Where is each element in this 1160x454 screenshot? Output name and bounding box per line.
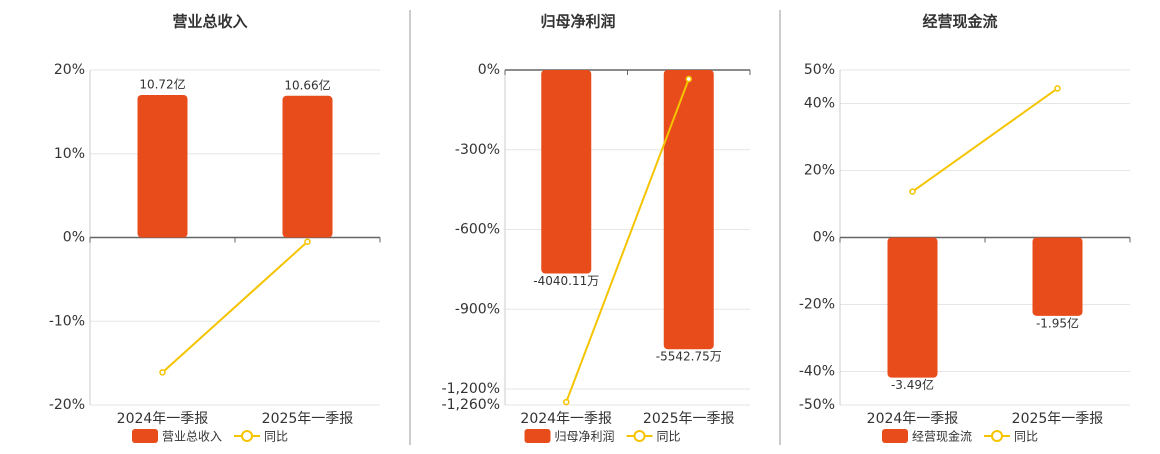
line-point	[1054, 85, 1061, 92]
bar	[887, 237, 938, 378]
y-tick-label: 10%	[54, 146, 85, 162]
line-point	[909, 188, 916, 195]
legend-label: 营业总收入	[162, 430, 222, 444]
y-tick-label: 0%	[813, 230, 835, 246]
x-tick-label: 2025年一季报	[643, 411, 735, 427]
data-label: 10.72亿	[139, 76, 185, 91]
y-tick-label: -50%	[799, 397, 835, 413]
data-label: 10.66亿	[284, 77, 330, 92]
y-tick-label: -20%	[799, 297, 835, 313]
legend-swatch	[991, 430, 1004, 442]
x-tick-label: 2024年一季报	[117, 411, 209, 427]
legend-label: 经营现金流	[912, 429, 972, 444]
y-tick-label: 20%	[54, 62, 85, 78]
y-tick-label: -40%	[799, 364, 835, 380]
chart-title: 营业总收入	[172, 13, 247, 31]
bar	[541, 70, 592, 274]
y-tick-label: 20%	[804, 163, 835, 179]
y-tick-label: 50%	[804, 62, 835, 78]
y-tick-label: -300%	[455, 142, 500, 158]
data-label: -5542.75万	[656, 350, 722, 364]
legend-label: 同比	[264, 430, 288, 444]
y-tick-label: -600%	[455, 222, 500, 238]
line-point	[159, 369, 166, 376]
legend-swatch	[633, 430, 646, 442]
x-tick-label: 2025年一季报	[262, 411, 354, 427]
line	[911, 87, 1059, 193]
line-point	[563, 398, 570, 406]
y-tick-label: 0%	[63, 230, 85, 246]
legend-swatch	[132, 429, 158, 443]
x-tick-label: 2024年一季报	[520, 411, 612, 427]
x-tick-label: 2025年一季报	[1012, 411, 1104, 427]
y-tick-label: -1,260%	[442, 397, 500, 413]
legend-swatch	[882, 429, 908, 443]
y-tick-label: -10%	[49, 313, 85, 329]
chart-title: 归母净利润	[540, 13, 615, 31]
y-tick-label: -20%	[49, 397, 85, 413]
y-tick-label: 40%	[804, 96, 835, 112]
y-tick-label: -900%	[455, 301, 500, 317]
data-label: -1.95亿	[1036, 315, 1079, 330]
chart-title: 经营现金流	[922, 13, 997, 31]
data-label: -3.49亿	[891, 377, 934, 392]
legend-label: 归母净利润	[555, 430, 615, 444]
line	[161, 240, 309, 374]
bar	[137, 94, 188, 238]
legend-swatch	[241, 430, 254, 442]
line-point	[304, 238, 311, 245]
data-label: -4040.11万	[533, 274, 599, 288]
y-tick-label: 0%	[478, 62, 500, 78]
legend-swatch	[524, 429, 551, 443]
x-tick-label: 2024年一季报	[867, 411, 959, 427]
bar	[1032, 237, 1083, 316]
line-point	[685, 75, 692, 83]
legend-label: 同比	[1014, 430, 1038, 444]
legend-label: 同比	[657, 430, 681, 444]
line	[565, 78, 690, 403]
y-tick-label: -1,200%	[442, 381, 500, 397]
bar	[282, 95, 333, 238]
bar	[663, 70, 714, 350]
